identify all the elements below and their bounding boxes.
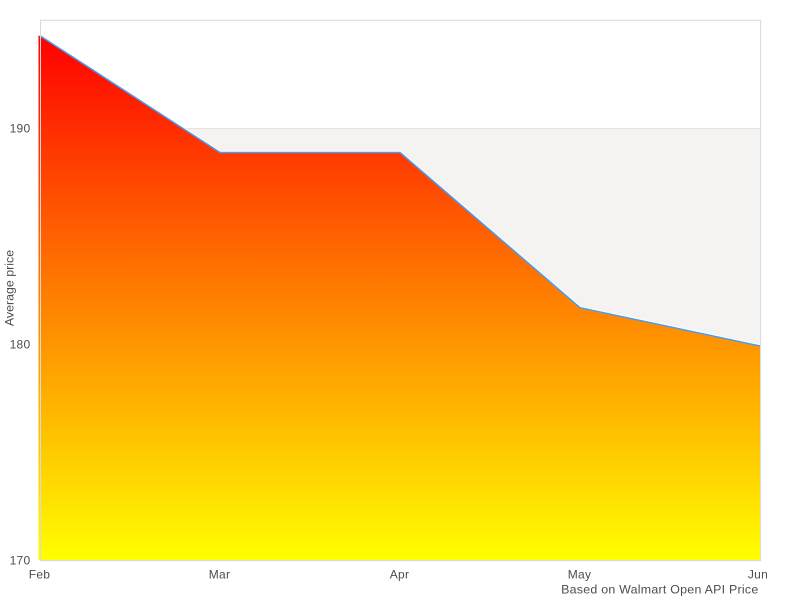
svg-text:180: 180: [10, 337, 31, 351]
svg-text:170: 170: [10, 553, 31, 567]
svg-text:Jun: Jun: [748, 568, 768, 582]
svg-text:Based on Walmart Open API Pric: Based on Walmart Open API Price: [561, 583, 758, 597]
svg-text:May: May: [568, 568, 592, 582]
svg-text:Average price: Average price: [2, 250, 16, 326]
svg-text:Apr: Apr: [390, 568, 410, 582]
svg-text:190: 190: [10, 121, 31, 135]
svg-text:Mar: Mar: [209, 568, 231, 582]
svg-text:Feb: Feb: [29, 568, 51, 582]
